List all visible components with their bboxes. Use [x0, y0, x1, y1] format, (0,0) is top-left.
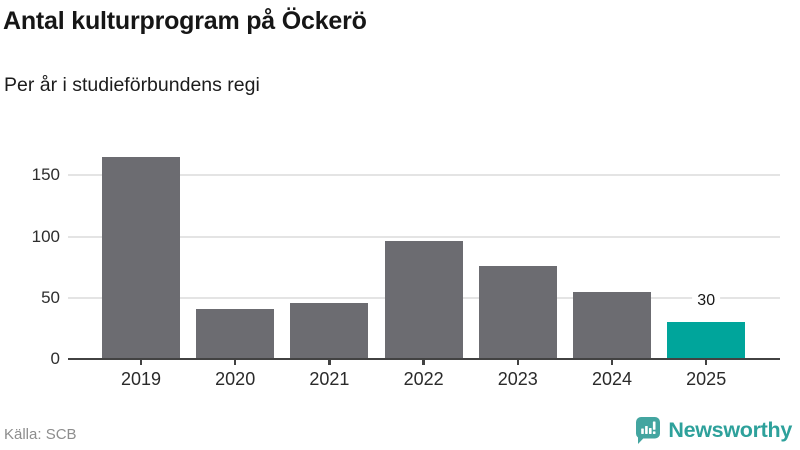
- x-axis-label-2020: 2020: [215, 369, 256, 389]
- x-axis-label-2025: 2025: [686, 369, 727, 389]
- x-axis-tick-2022: [422, 359, 425, 365]
- x-axis-tick-2025: [704, 359, 708, 365]
- x-axis-tick-2021: [328, 359, 331, 365]
- page-title: Antal kulturprogram på Öckerö: [3, 7, 367, 35]
- gridline-100: [68, 235, 780, 238]
- x-axis-label-2024: 2024: [591, 369, 633, 389]
- x-axis-tick-2019: [139, 359, 143, 365]
- bar-2025: [667, 322, 746, 359]
- x-axis-line: [68, 357, 780, 360]
- x-axis-tick-2023: [516, 359, 520, 365]
- bar-2023: [478, 265, 557, 359]
- y-axis-label-0: 0: [50, 349, 60, 368]
- bar-2024: [573, 291, 651, 359]
- bar-2020: [196, 308, 275, 359]
- newsworthy-logo-icon: [636, 417, 661, 444]
- newsworthy-wordmark: Newsworthy: [668, 418, 792, 442]
- newsworthy-brand: Newsworthy: [635, 417, 792, 444]
- y-axis-label-150: 150: [31, 165, 60, 185]
- source-credit: Källa: SCB: [4, 426, 77, 443]
- x-axis-label-2021: 2021: [309, 369, 350, 389]
- x-axis-label-2022: 2022: [403, 369, 444, 389]
- x-axis-label-2019: 2019: [120, 369, 162, 389]
- page-subtitle: Per år i studieförbundens regi: [4, 74, 260, 96]
- x-axis-tick-2020: [233, 359, 237, 365]
- bar-chart: 30 0 50 100 150 2019 2020 2021 2022 2023 2024 2025: [0, 130, 800, 395]
- value-label-2025: 30: [692, 292, 721, 310]
- y-axis-label-50: 50: [41, 287, 60, 307]
- y-axis-label-100: 100: [31, 226, 60, 246]
- bar-2021: [290, 302, 369, 359]
- x-axis-tick-2024: [610, 359, 614, 365]
- plot-area: 30: [68, 130, 780, 359]
- gridline-150: [68, 174, 780, 177]
- bar-2022: [384, 241, 463, 359]
- x-axis-label-2023: 2023: [497, 369, 538, 389]
- bar-2019: [102, 156, 180, 359]
